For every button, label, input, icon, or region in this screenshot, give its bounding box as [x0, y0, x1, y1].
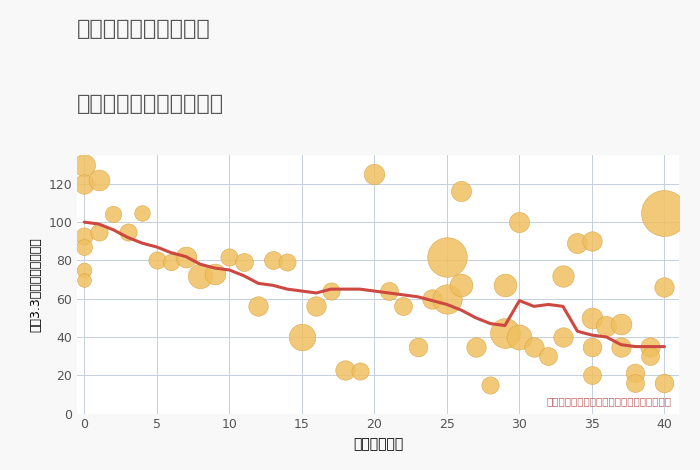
Point — [136, 209, 148, 216]
Y-axis label: 坪（3.3㎡）単価（万円）: 坪（3.3㎡）単価（万円） — [29, 237, 43, 332]
Point — [180, 253, 191, 260]
Point — [456, 188, 467, 195]
Point — [195, 272, 206, 280]
Point — [398, 303, 409, 310]
Point — [209, 270, 220, 278]
Point — [630, 369, 641, 377]
Text: 円の大きさは、取引のあった物件面積を示す: 円の大きさは、取引のあった物件面積を示す — [547, 396, 672, 406]
Point — [470, 343, 482, 350]
Point — [615, 320, 626, 328]
Point — [659, 209, 670, 216]
Point — [427, 295, 438, 303]
Point — [354, 368, 365, 375]
Point — [456, 282, 467, 289]
Point — [528, 343, 540, 350]
Point — [122, 228, 134, 235]
Point — [78, 243, 90, 251]
Point — [151, 257, 162, 264]
Point — [587, 343, 598, 350]
Point — [542, 352, 554, 360]
Point — [601, 322, 612, 329]
Point — [645, 343, 656, 350]
Point — [78, 232, 90, 239]
Point — [78, 276, 90, 283]
Point — [615, 343, 626, 350]
Point — [587, 237, 598, 245]
Point — [108, 211, 119, 218]
Point — [253, 303, 264, 310]
Point — [659, 283, 670, 291]
Point — [630, 379, 641, 387]
Text: 築年数別中古戸建て価格: 築年数別中古戸建て価格 — [77, 94, 224, 114]
Point — [441, 295, 452, 303]
Point — [514, 219, 525, 226]
Point — [557, 272, 568, 280]
Point — [78, 180, 90, 188]
Text: 兵庫県尼崎市水堂町の: 兵庫県尼崎市水堂町の — [77, 19, 211, 39]
Point — [572, 239, 583, 247]
Point — [281, 258, 293, 266]
Point — [93, 176, 104, 184]
X-axis label: 築年数（年）: 築年数（年） — [353, 437, 403, 451]
Point — [267, 257, 279, 264]
Point — [93, 228, 104, 235]
Point — [645, 352, 656, 360]
Point — [296, 333, 307, 341]
Point — [78, 266, 90, 274]
Point — [659, 379, 670, 387]
Point — [384, 287, 395, 295]
Point — [224, 253, 235, 260]
Point — [441, 253, 452, 260]
Point — [499, 282, 510, 289]
Point — [311, 303, 322, 310]
Point — [369, 171, 380, 178]
Point — [326, 287, 337, 295]
Point — [78, 161, 90, 168]
Point — [557, 333, 568, 341]
Point — [412, 343, 423, 350]
Point — [485, 381, 496, 389]
Point — [238, 258, 249, 266]
Point — [499, 329, 510, 337]
Point — [587, 372, 598, 379]
Point — [514, 333, 525, 341]
Point — [166, 258, 177, 266]
Point — [587, 314, 598, 321]
Point — [340, 366, 351, 373]
